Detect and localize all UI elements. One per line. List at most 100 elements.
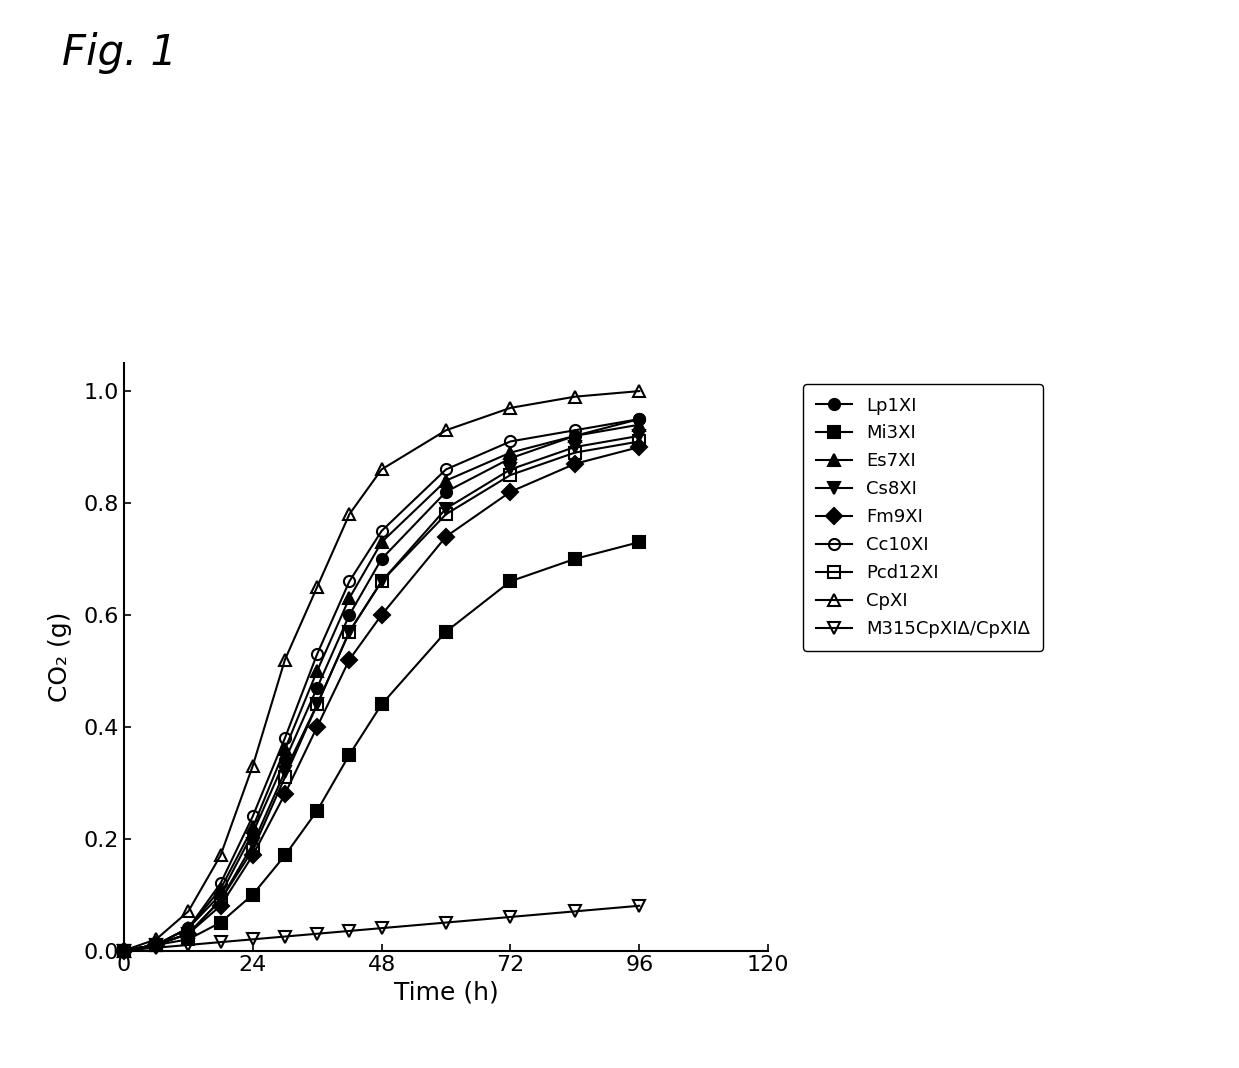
CpXI (278, 654, 292, 666)
M315CpXIΔ/CpXIΔ (181, 939, 196, 952)
Lp1XI (342, 609, 357, 622)
Es7XI (374, 536, 389, 549)
Pcd12XI (310, 698, 325, 711)
Lp1XI (567, 429, 582, 442)
CpXI (181, 905, 196, 917)
M315CpXIΔ/CpXIΔ (439, 916, 453, 929)
Mi3XI (181, 933, 196, 946)
Fm9XI (149, 939, 164, 952)
Cs8XI (503, 464, 518, 476)
Fm9XI (278, 787, 292, 800)
Fm9XI (632, 441, 647, 454)
CpXI (149, 933, 164, 946)
Lp1XI (181, 922, 196, 934)
Fm9XI (116, 944, 131, 957)
Lp1XI (503, 452, 518, 465)
Fm9XI (213, 899, 228, 912)
CpXI (503, 402, 518, 414)
Cs8XI (278, 765, 292, 778)
Legend: Lp1XI, Mi3XI, Es7XI, Cs8XI, Fm9XI, Cc10XI, Pcd12XI, CpXI, M315CpXIΔ/CpXIΔ: Lp1XI, Mi3XI, Es7XI, Cs8XI, Fm9XI, Cc10X… (803, 383, 1043, 650)
Es7XI (245, 821, 260, 834)
Cs8XI (181, 927, 196, 940)
Pcd12XI (439, 507, 453, 520)
Line: Es7XI: Es7XI (119, 419, 644, 956)
M315CpXIΔ/CpXIΔ (503, 911, 518, 924)
Pcd12XI (567, 446, 582, 459)
Fm9XI (342, 654, 357, 666)
Fm9XI (567, 457, 582, 470)
Mi3XI (310, 804, 325, 817)
CpXI (310, 581, 325, 594)
M315CpXIΔ/CpXIΔ (149, 941, 164, 954)
Line: Cs8XI: Cs8XI (119, 430, 644, 956)
Mi3XI (213, 916, 228, 929)
Line: Lp1XI: Lp1XI (119, 413, 644, 956)
Mi3XI (567, 552, 582, 565)
Fm9XI (439, 530, 453, 543)
Cc10XI (310, 647, 325, 660)
Cs8XI (374, 575, 389, 587)
Mi3XI (439, 625, 453, 638)
Line: Cc10XI: Cc10XI (119, 413, 644, 956)
Es7XI (503, 446, 518, 459)
Es7XI (567, 429, 582, 442)
Fm9XI (181, 927, 196, 940)
Pcd12XI (245, 844, 260, 857)
Fm9XI (245, 849, 260, 862)
Pcd12XI (149, 939, 164, 952)
Lp1XI (213, 889, 228, 901)
Fm9XI (503, 485, 518, 498)
CpXI (567, 390, 582, 403)
M315CpXIΔ/CpXIΔ (632, 899, 647, 912)
Pcd12XI (374, 575, 389, 587)
Cc10XI (567, 424, 582, 437)
Lp1XI (149, 939, 164, 952)
Mi3XI (116, 944, 131, 957)
CpXI (213, 849, 228, 862)
Mi3XI (245, 889, 260, 901)
Es7XI (278, 742, 292, 755)
Es7XI (213, 882, 228, 895)
Line: Fm9XI: Fm9XI (119, 441, 644, 956)
Es7XI (439, 474, 453, 487)
M315CpXIΔ/CpXIΔ (342, 925, 357, 938)
Cc10XI (439, 464, 453, 476)
Cc10XI (632, 412, 647, 425)
Mi3XI (278, 849, 292, 862)
Cs8XI (116, 944, 131, 957)
Cs8XI (213, 894, 228, 907)
Cc10XI (213, 877, 228, 890)
M315CpXIΔ/CpXIΔ (213, 936, 228, 948)
M315CpXIΔ/CpXIΔ (310, 927, 325, 940)
Lp1XI (374, 552, 389, 565)
Line: M315CpXIΔ/CpXIΔ: M315CpXIΔ/CpXIΔ (119, 900, 644, 956)
Cs8XI (245, 837, 260, 850)
Lp1XI (632, 412, 647, 425)
Lp1XI (116, 944, 131, 957)
CpXI (342, 507, 357, 520)
Lp1XI (310, 681, 325, 694)
Text: Fig. 1: Fig. 1 (62, 32, 177, 74)
Lp1XI (439, 485, 453, 498)
Cc10XI (503, 435, 518, 447)
Pcd12XI (278, 771, 292, 784)
Pcd12XI (342, 625, 357, 638)
Lp1XI (278, 754, 292, 767)
CpXI (439, 424, 453, 437)
Es7XI (181, 922, 196, 934)
Line: CpXI: CpXI (119, 386, 644, 956)
Line: Pcd12XI: Pcd12XI (119, 436, 644, 956)
Fm9XI (310, 720, 325, 733)
CpXI (116, 944, 131, 957)
CpXI (632, 384, 647, 397)
Cc10XI (374, 524, 389, 537)
Fm9XI (374, 609, 389, 622)
Y-axis label: CO₂ (g): CO₂ (g) (48, 612, 72, 702)
Es7XI (632, 419, 647, 431)
Pcd12XI (503, 469, 518, 482)
Mi3XI (149, 939, 164, 952)
Es7XI (116, 944, 131, 957)
Cs8XI (567, 441, 582, 454)
Cs8XI (149, 939, 164, 952)
Cc10XI (181, 922, 196, 934)
